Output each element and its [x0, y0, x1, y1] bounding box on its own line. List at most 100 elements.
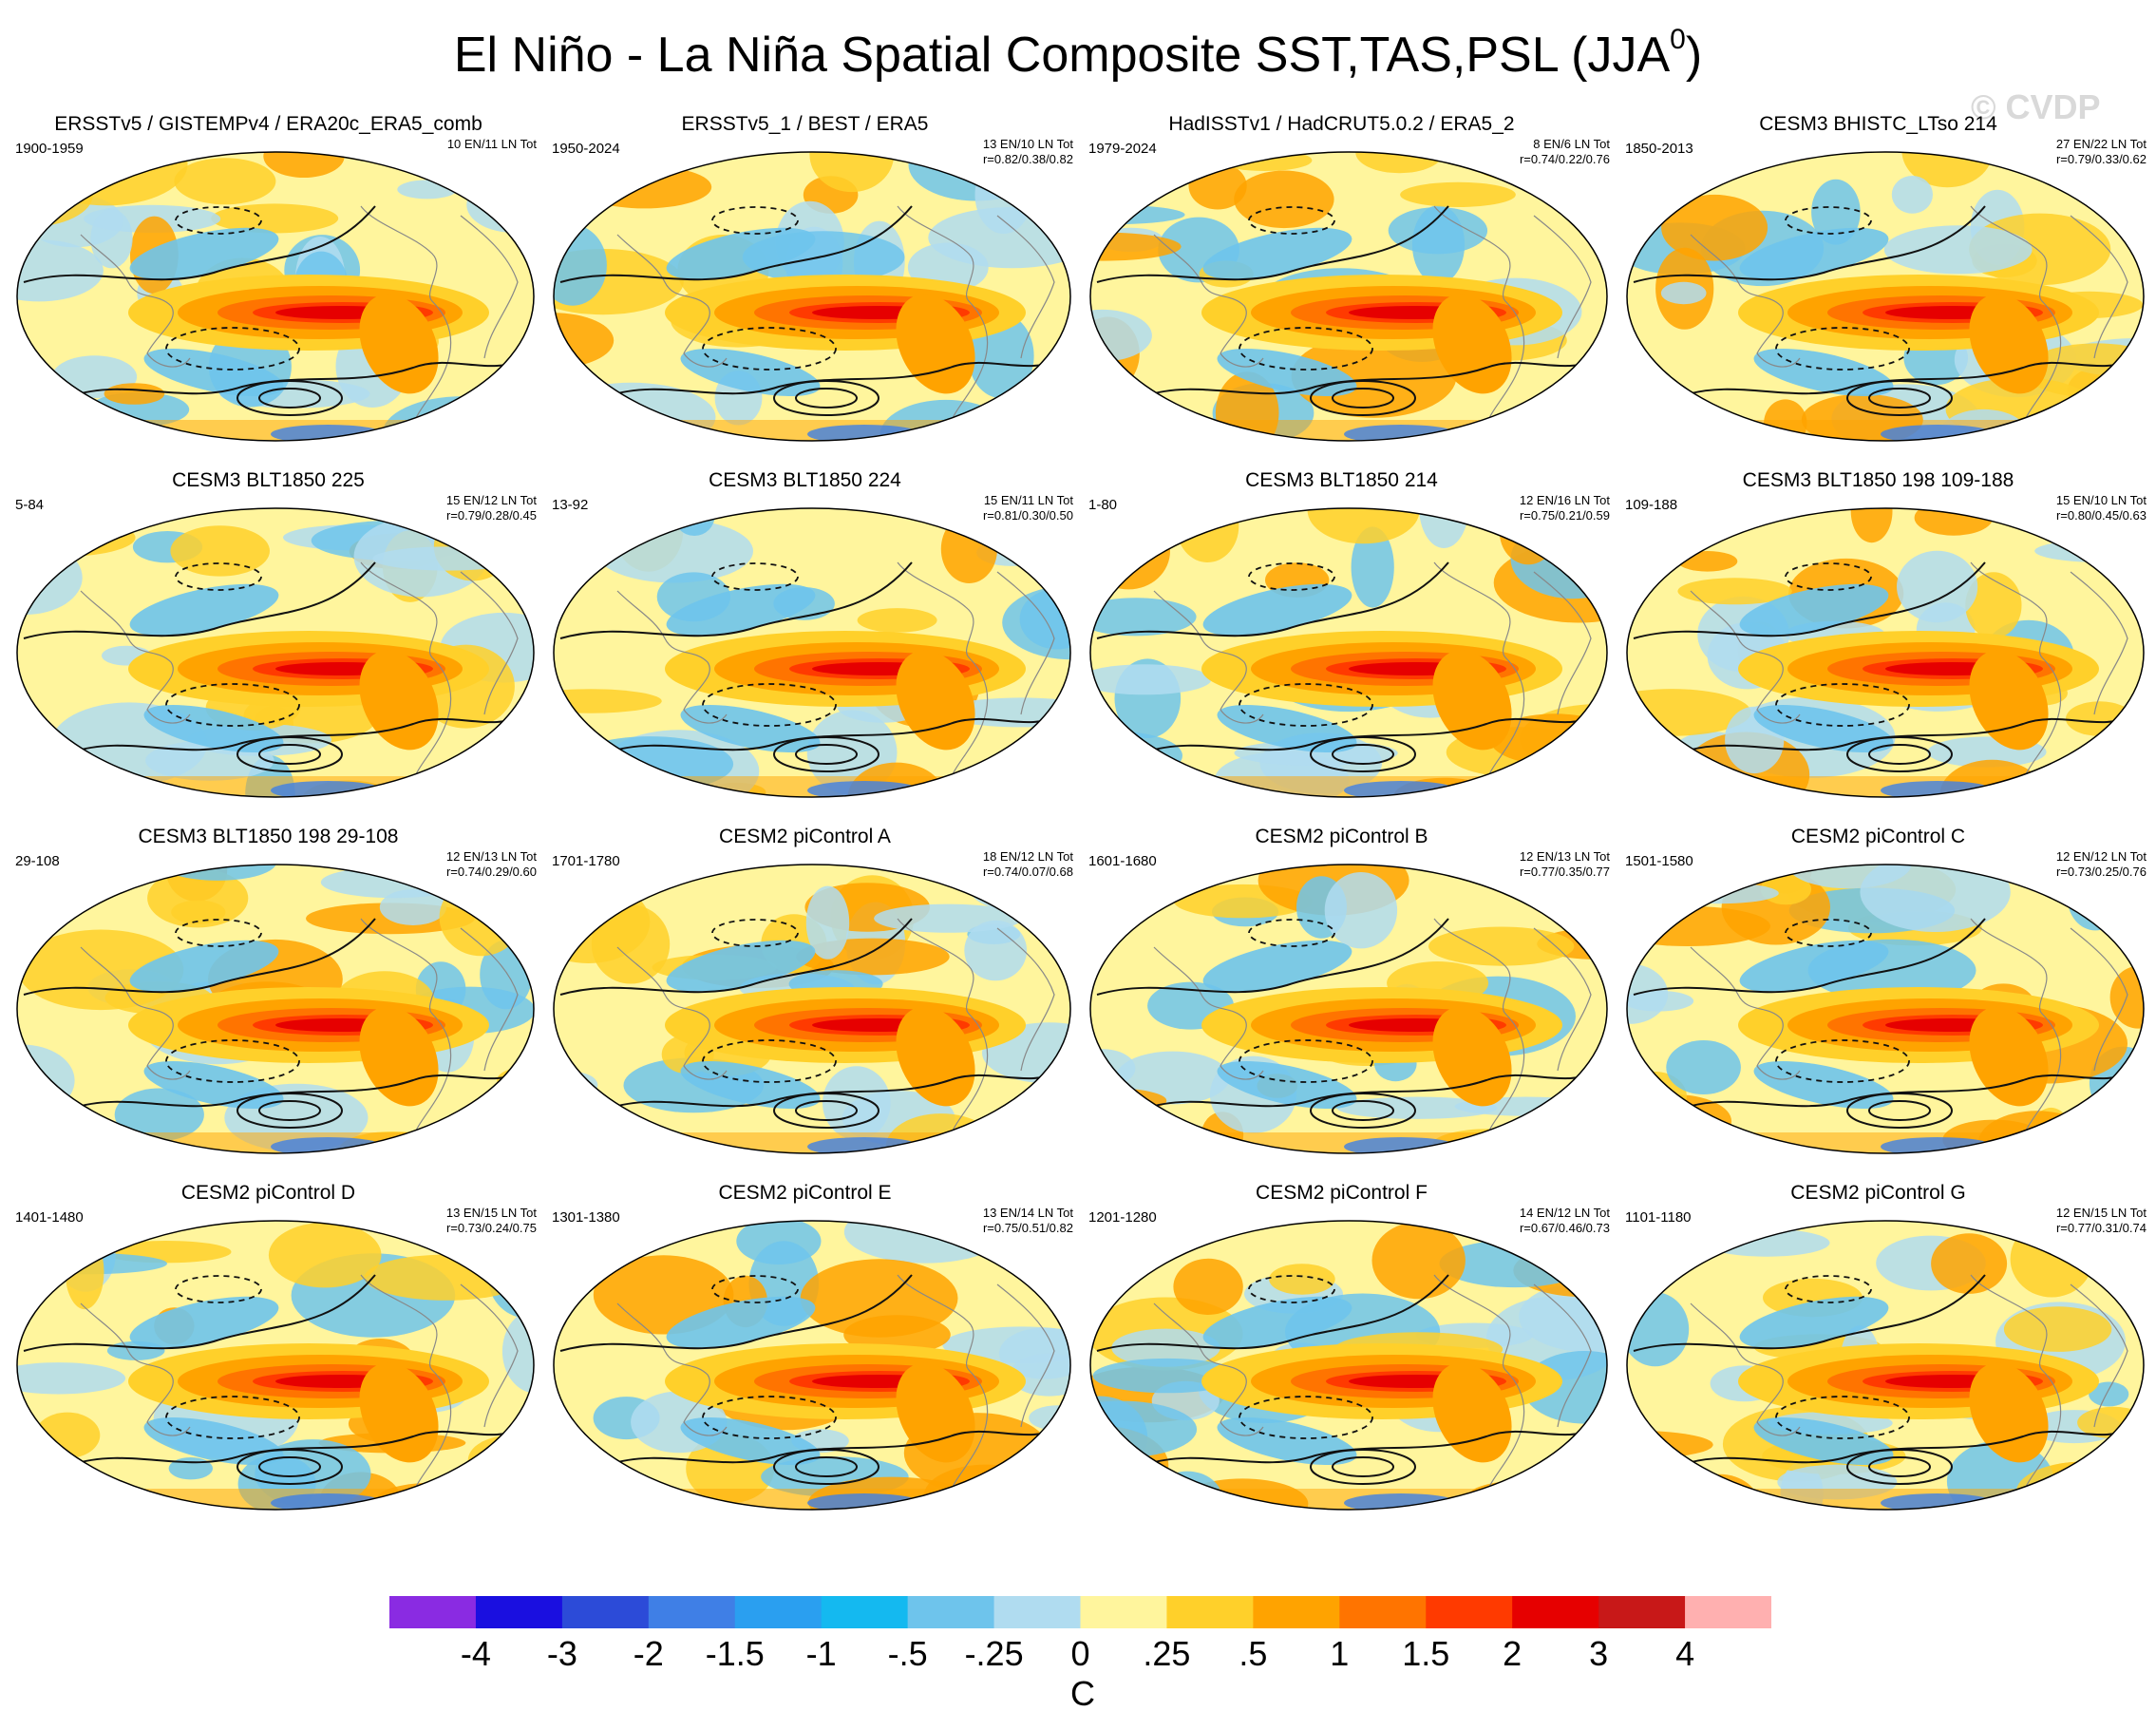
panel-pattern-correlation: r=0.80/0.45/0.63 — [2055, 508, 2147, 523]
panel-title: CESM3 BLT1850 214 — [1245, 469, 1438, 491]
panel-title: ERSSTv5 / GISTEMPv4 / ERA20c_ERA5_comb — [54, 113, 482, 135]
robinson-map — [1626, 864, 2145, 1154]
panel-en-ln-count: 12 EN/12 LN Tot — [2055, 849, 2147, 864]
title-close-paren: ) — [1685, 28, 1703, 83]
panel-event-counts: 15 EN/10 LN Tot r=0.80/0.45/0.63 — [2056, 493, 2147, 523]
colorbar — [389, 1596, 1771, 1628]
panel-title: CESM2 piControl B — [1255, 826, 1428, 847]
robinson-map — [1626, 1220, 2145, 1511]
panel-pattern-correlation: r=0.74/0.07/0.68 — [982, 865, 1073, 879]
robinson-map — [1626, 151, 2145, 442]
map-panel: CESM3 BLT1850 224 13-92 15 EN/11 LN Tot r=0… — [537, 447, 1073, 803]
panel-event-counts: 15 EN/12 LN Tot r=0.79/0.28/0.45 — [446, 493, 537, 523]
colorbar-tick-label: 1.5 — [1402, 1634, 1450, 1673]
panel-title: CESM2 piControl C — [1790, 826, 1966, 847]
colorbar-swatch — [1512, 1596, 1599, 1628]
colorbar-tick-label: 4 — [1675, 1634, 1695, 1673]
panel-years: 1900-1959 — [15, 141, 84, 157]
panel-pattern-correlation: r=0.77/0.35/0.77 — [1519, 865, 1610, 879]
panel-pattern-correlation: r=0.73/0.24/0.75 — [445, 1221, 537, 1235]
panel-pattern-correlation: r=0.82/0.38/0.82 — [982, 152, 1073, 166]
robinson-map — [1089, 864, 1608, 1154]
panel-years: 13-92 — [552, 497, 589, 513]
colorbar-tick-label: -4 — [460, 1634, 491, 1673]
colorbar-tick-label: -2 — [633, 1634, 664, 1673]
robinson-map — [16, 864, 535, 1154]
map-panel: CESM2 piControl G 1101-1180 12 EN/15 LN To… — [1610, 1159, 2147, 1515]
map-panel: CESM3 BHISTC_LTso 214 1850-2013 27 EN/22 L… — [1610, 90, 2147, 447]
map-panel: CESM3 BLT1850 214 1-80 12 EN/16 LN Tot r=0.… — [1073, 447, 1610, 803]
panel-title: CESM2 piControl G — [1790, 1182, 1966, 1204]
colorbar-tick-label: -.25 — [964, 1634, 1024, 1673]
colorbar-swatch — [475, 1596, 563, 1628]
colorbar-swatch — [821, 1596, 909, 1628]
panel-pattern-correlation: r=0.74/0.22/0.76 — [1519, 152, 1610, 166]
panel-title: CESM2 piControl D — [180, 1182, 356, 1204]
panel-years: 1101-1180 — [1625, 1209, 1692, 1226]
robinson-map — [1089, 507, 1608, 798]
panel-years: 1301-1380 — [552, 1209, 620, 1226]
panel-event-counts: 13 EN/15 LN Tot r=0.73/0.24/0.75 — [446, 1206, 537, 1236]
panel-event-counts: 27 EN/22 LN Tot r=0.79/0.33/0.62 — [2056, 137, 2147, 167]
panel-title: CESM3 BLT1850 225 — [172, 469, 365, 491]
panel-pattern-correlation: r=0.75/0.21/0.59 — [1519, 508, 1610, 523]
map-panel: CESM2 piControl C 1501-1580 12 EN/12 LN To… — [1610, 803, 2147, 1159]
panel-years: 1950-2024 — [552, 141, 620, 157]
robinson-map — [553, 1220, 1071, 1511]
panel-event-counts: 13 EN/14 LN Tot r=0.75/0.51/0.82 — [983, 1206, 1073, 1236]
colorbar-swatch — [389, 1596, 477, 1628]
panel-event-counts: 12 EN/12 LN Tot r=0.73/0.25/0.76 — [2056, 849, 2147, 880]
panel-en-ln-count: 15 EN/12 LN Tot — [445, 493, 537, 507]
panel-title: HadISSTv1 / HadCRUT5.0.2 / ERA5_2 — [1168, 113, 1515, 135]
panel-en-ln-count: 8 EN/6 LN Tot — [1533, 137, 1610, 151]
map-panel: CESM3 BLT1850 198 109-188 109-188 15 EN/10… — [1610, 447, 2147, 803]
colorbar-tick-label: .25 — [1143, 1634, 1191, 1673]
panel-en-ln-count: 14 EN/12 LN Tot — [1519, 1206, 1610, 1220]
panel-years: 1401-1480 — [15, 1209, 84, 1226]
robinson-map — [1089, 151, 1608, 442]
colorbar-swatch — [1253, 1596, 1340, 1628]
panel-years: 1979-2024 — [1088, 141, 1157, 157]
map-panel: HadISSTv1 / HadCRUT5.0.2 / ERA5_2 1979-20… — [1073, 90, 1610, 447]
panel-years: 1701-1780 — [552, 853, 620, 869]
panel-title: CESM3 BLT1850 198 29-108 — [138, 826, 399, 847]
title-main-text: El Niño - La Niña Spatial Composite SST,… — [453, 28, 1671, 83]
panel-en-ln-count: 12 EN/13 LN Tot — [445, 849, 537, 864]
panel-en-ln-count: 13 EN/15 LN Tot — [445, 1206, 537, 1220]
map-panel: CESM3 BLT1850 225 5-84 15 EN/12 LN Tot r=0.… — [0, 447, 537, 803]
panel-title: CESM3 BLT1850 224 — [709, 469, 901, 491]
colorbar-swatch — [734, 1596, 823, 1628]
panel-years: 109-188 — [1625, 497, 1678, 513]
colorbar-tick-label: .5 — [1239, 1634, 1268, 1673]
panel-pattern-correlation: r=0.75/0.51/0.82 — [982, 1221, 1073, 1235]
panel-event-counts: 10 EN/11 LN Tot — [447, 137, 537, 152]
panel-en-ln-count: 15 EN/10 LN Tot — [2055, 493, 2147, 507]
robinson-map — [16, 151, 535, 442]
colorbar-swatch — [1080, 1596, 1167, 1628]
panel-title: CESM2 piControl F — [1256, 1182, 1428, 1204]
colorbar-tick-label: 0 — [1070, 1634, 1090, 1673]
panel-en-ln-count: 27 EN/22 LN Tot — [2055, 137, 2147, 151]
panel-event-counts: 12 EN/16 LN Tot r=0.75/0.21/0.59 — [1520, 493, 1610, 523]
panel-en-ln-count: 12 EN/15 LN Tot — [2055, 1206, 2147, 1220]
colorbar-swatch — [1685, 1596, 1771, 1628]
panel-years: 1201-1280 — [1088, 1209, 1157, 1226]
panel-en-ln-count: 15 EN/11 LN Tot — [983, 493, 1073, 507]
panel-event-counts: 8 EN/6 LN Tot r=0.74/0.22/0.76 — [1520, 137, 1610, 167]
colorbar-swatch — [648, 1596, 736, 1628]
robinson-map — [553, 507, 1071, 798]
panel-en-ln-count: 13 EN/14 LN Tot — [982, 1206, 1073, 1220]
robinson-map — [16, 507, 535, 798]
panel-en-ln-count: 18 EN/12 LN Tot — [982, 849, 1073, 864]
panel-years: 1-80 — [1088, 497, 1118, 513]
panel-years: 1601-1680 — [1088, 853, 1157, 869]
robinson-map — [1089, 1220, 1608, 1511]
map-panel: CESM2 piControl B 1601-1680 12 EN/13 LN To… — [1073, 803, 1610, 1159]
panel-pattern-correlation: r=0.74/0.29/0.60 — [445, 865, 537, 879]
panel-pattern-correlation: r=0.81/0.30/0.50 — [982, 508, 1073, 523]
colorbar-tick-label: 3 — [1589, 1634, 1609, 1673]
cvdp-watermark: © CVDP — [1971, 87, 2101, 126]
colorbar-swatch — [1426, 1596, 1513, 1628]
panel-pattern-correlation: r=0.77/0.31/0.74 — [2055, 1221, 2147, 1235]
colorbar-swatch — [1166, 1596, 1254, 1628]
